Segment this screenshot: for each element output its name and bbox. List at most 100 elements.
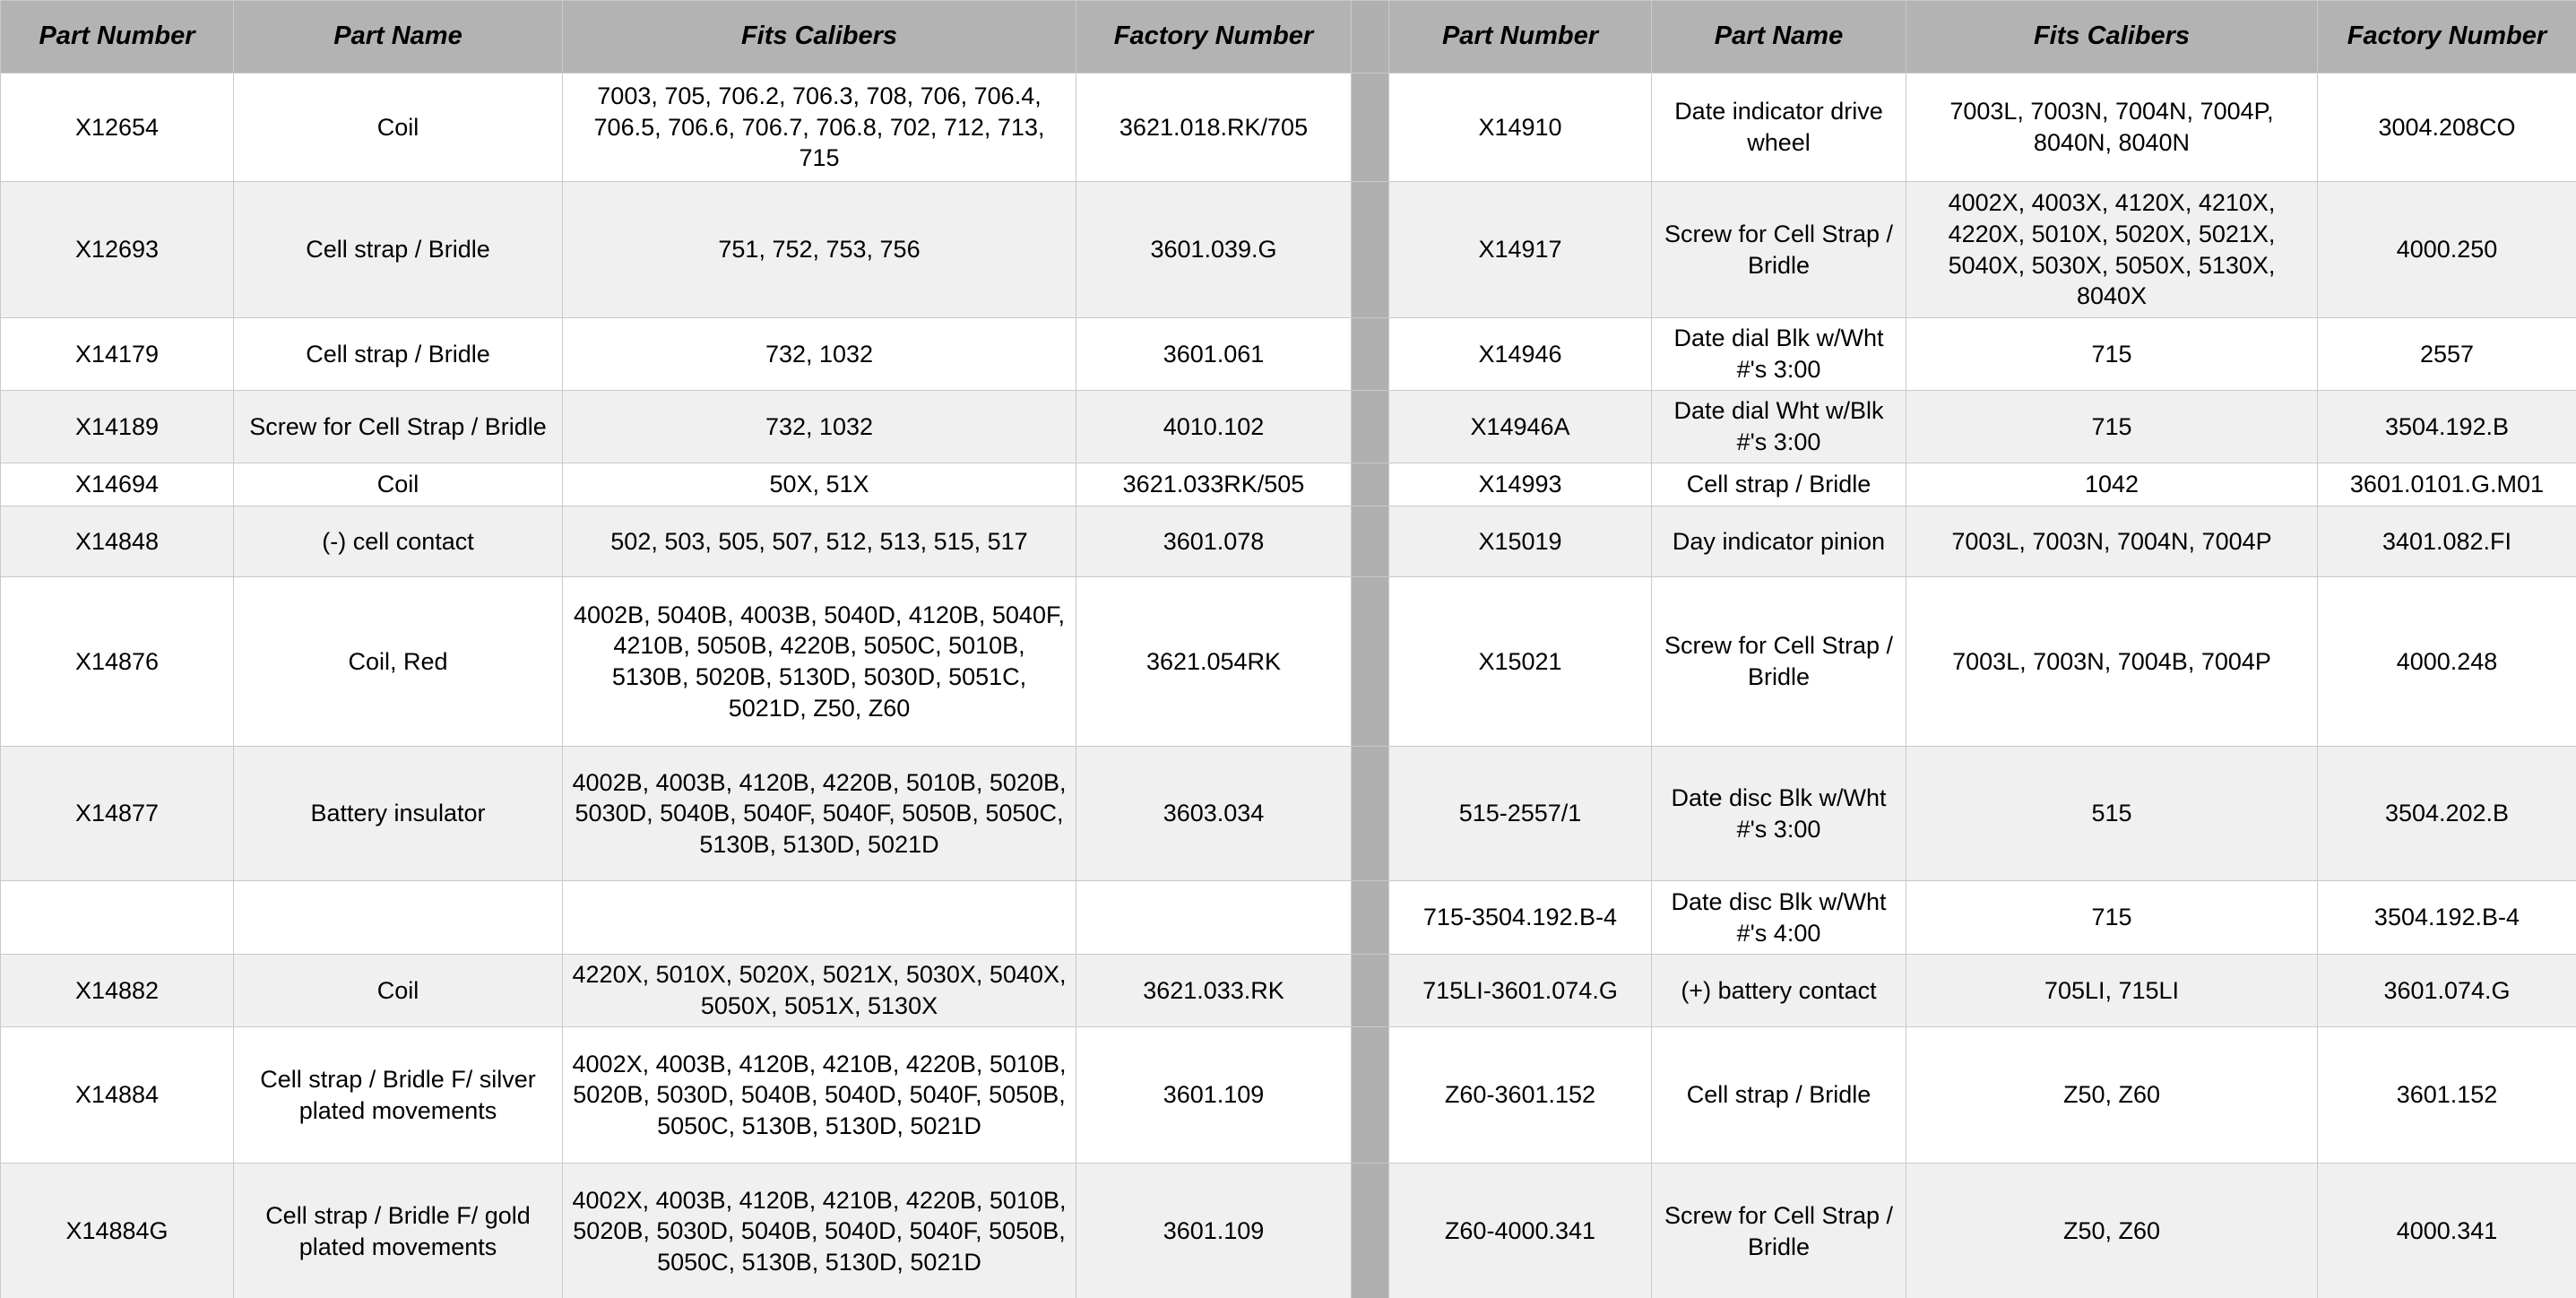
factory-number-cell: 4010.102 [1076,390,1352,463]
fits-calibers-cell: 7003L, 7003N, 7004N, 7004P, 8040N, 8040N [1906,73,2318,182]
table-row: X14884 Cell strap / Bridle F/ silver plat… [0,1026,2576,1164]
fits-calibers-cell: 732, 1032 [562,390,1076,463]
table-row: X14876 Coil, Red 4002B, 5040B, 4003B, 5040… [0,576,2576,747]
part-name-cell: (-) cell contact [233,506,563,577]
part-name-cell: Day indicator pinion [1651,506,1906,577]
fits-calibers-cell: 715 [1906,317,2318,391]
factory-number-cell: 3601.039.G [1076,181,1352,318]
factory-number-cell: 2557 [2317,317,2576,391]
fits-calibers-cell: 502, 503, 505, 507, 512, 513, 515, 517 [562,506,1076,577]
part-number-cell: X14189 [0,390,234,463]
fits-calibers-cell: Z50, Z60 [1906,1026,2318,1164]
part-number-cell: Z60-4000.341 [1388,1163,1652,1298]
fits-calibers-cell: 4002X, 4003B, 4120B, 4210B, 4220B, 5010B… [562,1026,1076,1164]
fits-calibers-cell: 751, 752, 753, 756 [562,181,1076,318]
table-divider [1351,181,1389,318]
part-number-cell: X14917 [1388,181,1652,318]
part-number-cell: 715-3504.192.B-4 [1388,880,1652,955]
fits-calibers-cell: 7003L, 7003N, 7004N, 7004P [1906,506,2318,577]
factory-number-cell: 3621.033.RK [1076,954,1352,1027]
part-number-cell: X14694 [0,463,234,506]
fits-calibers-cell [562,880,1076,955]
header-fits-calibers-right: Fits Calibers [1906,0,2318,74]
factory-number-cell: 3504.202.B [2317,746,2576,881]
factory-number-cell: 3401.082.FI [2317,506,2576,577]
table-row: X12693 Cell strap / Bridle 751, 752, 753, … [0,181,2576,318]
factory-number-cell: 3601.109 [1076,1026,1352,1164]
header-part-name-left: Part Name [233,0,563,74]
table-divider [1351,880,1389,955]
fits-calibers-cell: 7003, 705, 706.2, 706.3, 708, 706, 706.4… [562,73,1076,182]
factory-number-cell: 4000.250 [2317,181,2576,318]
factory-number-cell: 3504.192.B-4 [2317,880,2576,955]
part-name-cell: Battery insulator [233,746,563,881]
fits-calibers-cell: 715 [1906,880,2318,955]
part-name-cell: Date disc Blk w/Wht #'s 3:00 [1651,746,1906,881]
header-part-number-right: Part Number [1388,0,1652,74]
part-name-cell: (+) battery contact [1651,954,1906,1027]
table-divider [1351,390,1389,463]
part-number-cell: X14884G [0,1163,234,1298]
header-fits-calibers-left: Fits Calibers [562,0,1076,74]
fits-calibers-cell: 4002X, 4003B, 4120B, 4210B, 4220B, 5010B… [562,1163,1076,1298]
fits-calibers-cell: Z50, Z60 [1906,1163,2318,1298]
part-number-cell: X14910 [1388,73,1652,182]
table-divider [1351,576,1389,747]
part-number-cell [0,880,234,955]
factory-number-cell: 3603.034 [1076,746,1352,881]
header-part-name-right: Part Name [1651,0,1906,74]
table-divider [1351,1026,1389,1164]
part-name-cell: Cell strap / Bridle F/ gold plated movem… [233,1163,563,1298]
header-part-number-left: Part Number [0,0,234,74]
fits-calibers-cell: 732, 1032 [562,317,1076,391]
table-divider [1351,317,1389,391]
part-number-cell: X14882 [0,954,234,1027]
part-number-cell: X12654 [0,73,234,182]
table-divider [1351,1163,1389,1298]
factory-number-cell: 3601.0101.G.M01 [2317,463,2576,506]
part-name-cell: Cell strap / Bridle F/ silver plated mov… [233,1026,563,1164]
part-number-cell: X14946 [1388,317,1652,391]
table-body: X12654 Coil 7003, 705, 706.2, 706.3, 708, … [0,73,2576,1298]
table-row: X14179 Cell strap / Bridle 732, 1032 3601.0… [0,317,2576,391]
factory-number-cell: 4000.248 [2317,576,2576,747]
part-name-cell: Date dial Blk w/Wht #'s 3:00 [1651,317,1906,391]
fits-calibers-cell: 4002X, 4003X, 4120X, 4210X, 4220X, 5010X… [1906,181,2318,318]
fits-calibers-cell: 50X, 51X [562,463,1076,506]
table-divider [1351,73,1389,182]
table-divider [1351,506,1389,577]
fits-calibers-cell: 515 [1906,746,2318,881]
part-name-cell: Screw for Cell Strap / Bridle [1651,1163,1906,1298]
table-row: X14882 Coil 4220X, 5010X, 5020X, 5021X, 50… [0,954,2576,1027]
part-name-cell: Coil, Red [233,576,563,747]
factory-number-cell: 3601.061 [1076,317,1352,391]
fits-calibers-cell: 4002B, 5040B, 4003B, 5040D, 4120B, 5040F… [562,576,1076,747]
header-factory-number-left: Factory Number [1076,0,1352,74]
fits-calibers-cell: 4220X, 5010X, 5020X, 5021X, 5030X, 5040X… [562,954,1076,1027]
part-name-cell: Date disc Blk w/Wht #'s 4:00 [1651,880,1906,955]
part-number-cell: X14884 [0,1026,234,1164]
part-number-cell: X15021 [1388,576,1652,747]
part-name-cell: Coil [233,463,563,506]
factory-number-cell [1076,880,1352,955]
factory-number-cell: 3601.152 [2317,1026,2576,1164]
table-divider [1351,954,1389,1027]
table-row: X14877 Battery insulator 4002B, 4003B, 412… [0,746,2576,881]
factory-number-cell: 3601.078 [1076,506,1352,577]
fits-calibers-cell: 1042 [1906,463,2318,506]
part-name-cell [233,880,563,955]
part-name-cell: Cell strap / Bridle [233,317,563,391]
part-number-cell: X14946A [1388,390,1652,463]
part-number-cell: X12693 [0,181,234,318]
part-number-cell: 515-2557/1 [1388,746,1652,881]
factory-number-cell: 3621.018.RK/705 [1076,73,1352,182]
part-number-cell: X14877 [0,746,234,881]
part-number-cell: X14179 [0,317,234,391]
table-row: X14694 Coil 50X, 51X 3621.033RK/505 X14993 Ce… [0,463,2576,506]
table-divider [1351,0,1389,74]
factory-number-cell: 3601.074.G [2317,954,2576,1027]
part-name-cell: Screw for Cell Strap / Bridle [233,390,563,463]
part-number-cell: 715LI-3601.074.G [1388,954,1652,1027]
